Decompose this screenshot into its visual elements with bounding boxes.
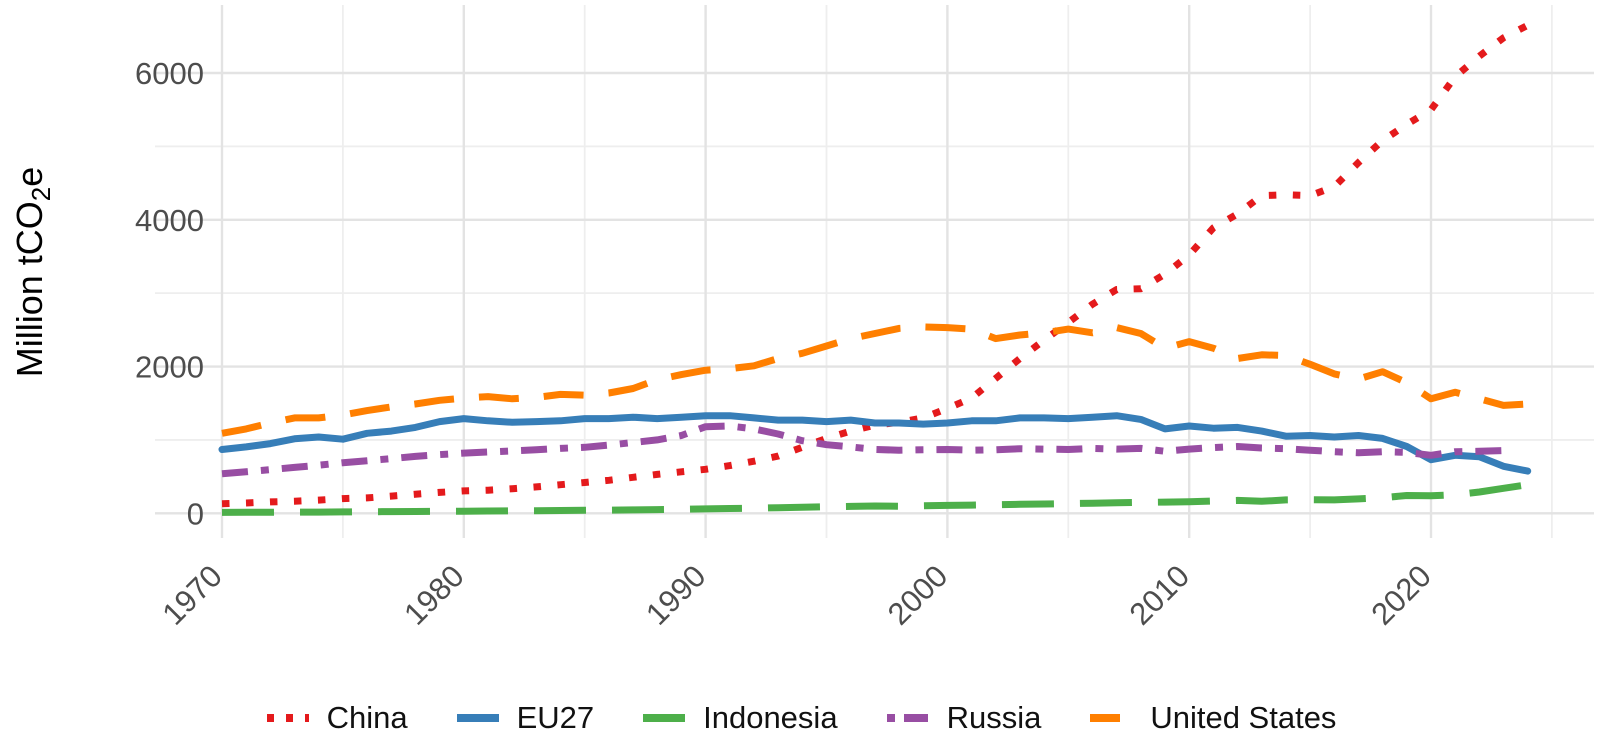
series-lines [218,22,1532,516]
y-tick-label: 4000 [135,203,204,238]
legend-label-united-states: United States [1150,700,1337,735]
x-axis-tick-labels: 1970 1980 1990 2000 2010 2020 [155,558,1438,632]
series-line-eu27 [218,412,1532,475]
legend-key-russia [886,714,929,722]
legend-item-indonesia: Indonesia [640,700,838,736]
gridlines-minor [155,5,1594,538]
legend-item-united-states: United States [1087,700,1336,736]
series-line-russia [221,422,1504,478]
y-tick-label: 6000 [135,56,204,91]
gridlines-major [155,5,1594,538]
legend-key-united-states [1090,714,1133,722]
legend-label-eu27: EU27 [516,700,595,735]
y-tick-label: 0 [187,496,204,531]
legend-item-china: China [264,700,408,736]
series-line-indonesia [221,481,1529,516]
y-axis-tick-labels: 0 2000 4000 6000 [135,56,204,531]
x-tick-label: 2020 [1364,558,1438,632]
legend-label-china: China [326,700,408,735]
x-tick-label: 2010 [1123,558,1197,632]
legend-key-indonesia [643,714,686,722]
chart-legend: China EU27 Indonesia Russia United States [0,690,1600,746]
y-axis-title: Million tCO2e [9,167,56,378]
y-tick-label: 2000 [135,350,204,385]
legend-label-russia: Russia [946,700,1042,735]
legend-label-indonesia: Indonesia [703,700,838,735]
legend-item-russia: Russia [884,700,1042,736]
legend-key-china [266,714,309,722]
emissions-line-chart: 0 2000 4000 6000 1970 1980 1990 2000 2010 2020 Mil… [9,5,1594,632]
x-tick-label: 2000 [881,558,955,632]
x-tick-label: 1980 [397,558,471,632]
x-tick-label: 1990 [639,558,713,632]
legend-item-eu27: EU27 [454,700,595,736]
legend-key-eu27 [456,714,499,722]
series-line-united-states [221,323,1528,437]
x-tick-label: 1970 [155,558,229,632]
series-line-china [221,22,1530,508]
